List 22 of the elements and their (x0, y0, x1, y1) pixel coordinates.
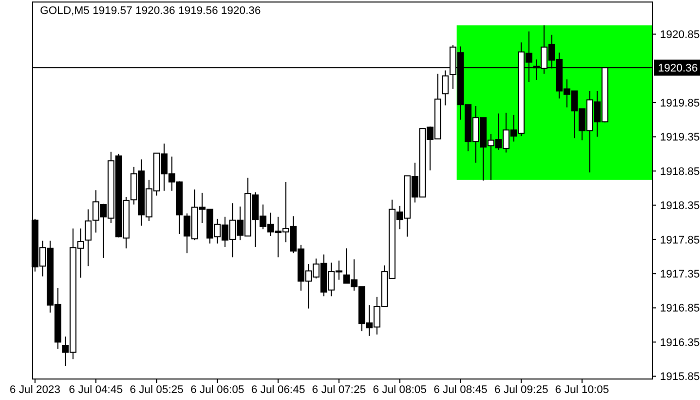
x-tick-label: 6 Jul 05:25 (130, 384, 184, 396)
chart-title: GOLD,M5 1919.57 1920.36 1919.56 1920.36 (40, 5, 261, 17)
x-tick-label: 6 Jul 10:05 (555, 384, 610, 396)
y-tick-label: 1915.85 (660, 371, 700, 384)
y-tick-label: 1918.35 (660, 200, 700, 212)
y-tick-label: 1920.85 (660, 29, 700, 42)
y-tick-label: 1917.35 (660, 268, 700, 280)
y-tick-label: 1917.85 (660, 234, 700, 246)
y-tick-label: 1916.85 (660, 302, 700, 315)
y-tick-label: 1918.85 (660, 166, 700, 178)
ref-line-label: 1920.36 (658, 62, 698, 75)
x-tick-label: 6 Jul 06:05 (190, 384, 244, 396)
y-tick-label: 1919.35 (660, 132, 700, 144)
x-tick-label: 6 Jul 08:45 (434, 384, 488, 396)
y-tick-label: 1916.35 (660, 336, 700, 349)
x-tick-label: 6 Jul 06:45 (251, 384, 306, 396)
x-tick-label: 6 Jul 08:05 (372, 384, 427, 396)
x-tick-label: 6 Jul 04:45 (68, 384, 123, 396)
y-tick-label: 1919.85 (660, 97, 700, 110)
x-tick-label: 6 Jul 09:25 (494, 384, 548, 396)
x-tick-label: 6 Jul 07:25 (312, 384, 366, 396)
x-tick-label: 6 Jul 2023 (10, 384, 60, 396)
